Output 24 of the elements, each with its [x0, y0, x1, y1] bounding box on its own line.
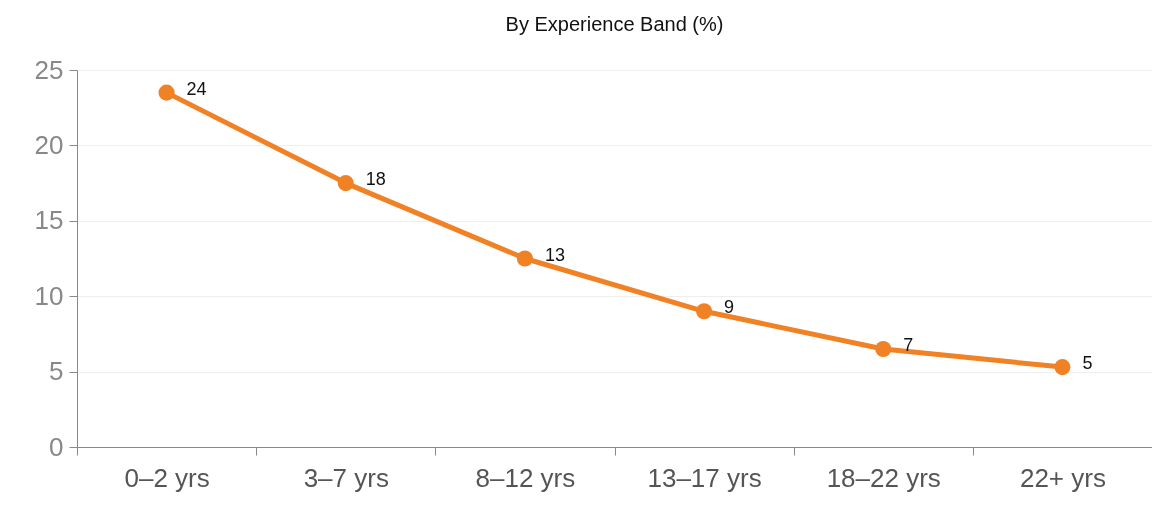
- x-tick-label: 18–22 yrs: [826, 462, 941, 493]
- y-tick-label: 5: [49, 356, 64, 387]
- y-tick-label: 0: [49, 431, 64, 462]
- y-tick-label: 20: [34, 129, 64, 160]
- x-tick-label: 0–2 yrs: [124, 462, 210, 493]
- point: [1054, 359, 1071, 376]
- data-label: 9: [724, 297, 735, 318]
- x-tick-label: 13–17 yrs: [647, 462, 762, 493]
- chart-title: By Experience Band (%): [505, 13, 724, 35]
- data-label: 18: [365, 169, 386, 190]
- point: [516, 250, 533, 267]
- y-tick-label: 25: [34, 54, 64, 85]
- x-tick-label: 3–7 yrs: [303, 462, 389, 493]
- y-tick-label: 10: [34, 280, 64, 311]
- data-label: 13: [544, 244, 565, 265]
- point: [158, 84, 175, 101]
- y-tick-label: 15: [34, 205, 64, 236]
- point: [696, 303, 713, 320]
- point: [875, 340, 892, 358]
- x-tick-label: 22+ yrs: [1019, 462, 1106, 493]
- data-label: 5: [1082, 353, 1093, 374]
- x-tick-label: 8–12 yrs: [475, 462, 576, 493]
- point: [337, 175, 354, 192]
- data-label: 24: [186, 78, 207, 99]
